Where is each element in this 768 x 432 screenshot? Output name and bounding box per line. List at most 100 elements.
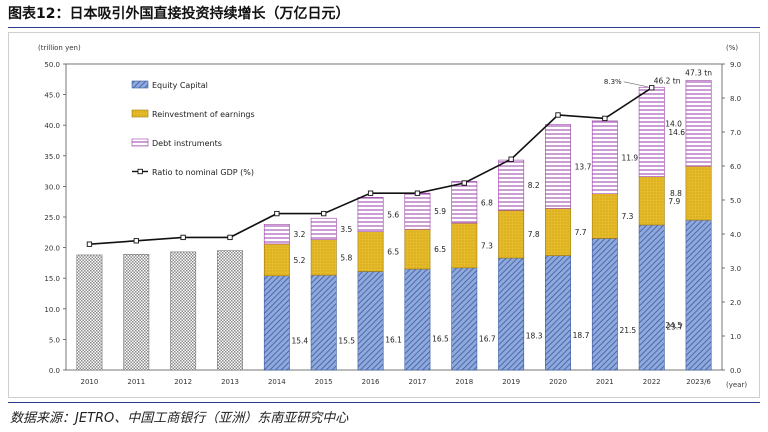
data-label: 5.2 bbox=[294, 256, 306, 265]
ratio-leader bbox=[623, 81, 648, 88]
x-tick-label: 2012 bbox=[174, 378, 192, 386]
x-tick-label: 2023/6 bbox=[686, 378, 711, 386]
data-label: 14.0 bbox=[665, 119, 682, 128]
bar-equity-capital bbox=[545, 255, 571, 371]
source-note: 数据来源：JETRO、中国工商银行（亚洲）东南亚研究中心 bbox=[10, 411, 349, 426]
bar-reinvestment-of-earnings bbox=[404, 228, 431, 270]
x-tick-label: 2014 bbox=[268, 378, 286, 386]
legend-label: Debt instruments bbox=[152, 139, 222, 148]
legend-label: Equity Capital bbox=[152, 81, 208, 90]
left-tick-label: 20.0 bbox=[44, 245, 60, 253]
data-label: 3.2 bbox=[294, 230, 306, 239]
chart-frame bbox=[8, 32, 760, 398]
x-tick-label: 2013 bbox=[221, 378, 239, 386]
x-tick-label: 2021 bbox=[596, 378, 614, 386]
left-tick-label: 40.0 bbox=[44, 122, 60, 130]
bar-total bbox=[123, 254, 150, 371]
left-tick-label: 50.0 bbox=[44, 61, 60, 69]
data-label: 8.8 bbox=[670, 189, 682, 198]
legend-swatch bbox=[131, 80, 149, 89]
right-tick-label: 0.0 bbox=[730, 367, 741, 375]
x-axis-unit: (year) bbox=[726, 381, 747, 389]
data-label: 7.8 bbox=[528, 230, 540, 239]
source-divider bbox=[8, 402, 760, 403]
total-label-2022: 46.2 tn bbox=[654, 76, 681, 85]
ratio-point bbox=[649, 85, 655, 91]
x-tick-label: 2010 bbox=[81, 378, 99, 386]
bar-reinvestment-of-earnings bbox=[357, 231, 384, 272]
data-label: 18.3 bbox=[526, 332, 543, 341]
ratio-point bbox=[321, 210, 327, 217]
data-label: 7.3 bbox=[481, 241, 493, 250]
bar-total bbox=[76, 254, 103, 371]
legend-swatch bbox=[131, 109, 149, 118]
right-tick-label: 8.0 bbox=[730, 95, 741, 103]
bar-reinvestment-of-earnings bbox=[685, 165, 712, 221]
ratio-point bbox=[414, 190, 421, 196]
bar-reinvestment-of-earnings bbox=[638, 176, 665, 226]
left-tick-label: 5.0 bbox=[49, 336, 60, 344]
bar-debt-instruments bbox=[310, 217, 337, 240]
bar-equity-capital bbox=[404, 268, 431, 371]
axes-layer: 0.0 5.0 10.0 15.0 20.0 25.0 30.0 35.0 40.0 45.0 50… bbox=[38, 44, 747, 389]
bar-total bbox=[170, 251, 197, 371]
ratio-point bbox=[133, 238, 139, 244]
right-tick-label: 2.0 bbox=[730, 299, 741, 307]
data-label: 15.5 bbox=[338, 336, 355, 345]
data-label: 13.7 bbox=[575, 163, 592, 172]
x-tick-label: 2016 bbox=[362, 378, 380, 386]
data-label: 24.5 bbox=[665, 321, 682, 330]
right-tick-label: 1.0 bbox=[730, 333, 741, 341]
bar-debt-instruments bbox=[638, 86, 665, 177]
data-label: 5.6 bbox=[387, 211, 399, 220]
data-label: 7.3 bbox=[622, 212, 634, 221]
left-tick-label: 10.0 bbox=[44, 306, 60, 314]
bar-reinvestment-of-earnings bbox=[498, 209, 525, 259]
labels-layer: 15.4 5.2 3.2 15.5 5.8 3.5 16.1 6.5 5.6 16.5 6.5 5.9… bbox=[292, 69, 713, 346]
total-label-2023: 47.3 tn bbox=[685, 69, 712, 78]
left-tick-label: 25.0 bbox=[44, 214, 60, 222]
ratio-point bbox=[602, 115, 608, 122]
legend-label: Ratio to nominal GDP (%) bbox=[152, 168, 254, 177]
data-label: 5.8 bbox=[340, 253, 352, 262]
data-label: 11.9 bbox=[622, 153, 639, 162]
x-tick-label: 2011 bbox=[127, 378, 145, 386]
ratio-point bbox=[86, 241, 93, 247]
x-tick-label: 2017 bbox=[409, 378, 427, 386]
data-label: 6.5 bbox=[434, 245, 446, 254]
bar-debt-instruments bbox=[685, 80, 712, 167]
bar-equity-capital bbox=[451, 267, 478, 371]
data-label: 7.9 bbox=[668, 197, 680, 206]
bar-debt-instruments bbox=[404, 192, 431, 230]
ratio-point bbox=[180, 234, 186, 241]
data-label: 21.5 bbox=[620, 326, 637, 335]
bar-debt-instruments bbox=[357, 197, 384, 232]
bar-equity-capital bbox=[263, 275, 290, 371]
data-label: 14.6 bbox=[668, 128, 685, 137]
x-tick-label: 2022 bbox=[643, 378, 661, 386]
data-label: 15.4 bbox=[292, 337, 309, 346]
bar-reinvestment-of-earnings bbox=[451, 222, 478, 269]
data-label: 3.5 bbox=[340, 225, 352, 234]
right-tick-label: 3.0 bbox=[730, 265, 741, 273]
ratio-point bbox=[274, 210, 280, 217]
legend-label: Reinvestment of earnings bbox=[152, 110, 255, 119]
bar-equity-capital bbox=[685, 219, 712, 371]
left-axis-title: (trillion yen) bbox=[38, 44, 81, 52]
data-label: 23.7 bbox=[666, 322, 683, 331]
bar-equity-capital bbox=[357, 271, 384, 371]
bars-layer bbox=[76, 80, 712, 371]
ratio-point bbox=[508, 156, 514, 162]
bar-equity-capital bbox=[638, 224, 665, 371]
ratio-point bbox=[367, 190, 374, 196]
bar-equity-capital bbox=[498, 257, 525, 371]
bar-equity-capital bbox=[310, 274, 337, 371]
left-tick-label: 0.0 bbox=[49, 367, 60, 375]
bar-equity-capital bbox=[591, 238, 618, 371]
legend-marker bbox=[137, 168, 143, 175]
bar-reinvestment-of-earnings bbox=[263, 243, 290, 277]
right-tick-label: 7.0 bbox=[730, 129, 741, 137]
bar-reinvestment-of-earnings bbox=[545, 208, 571, 256]
data-label: 8.2 bbox=[528, 181, 540, 190]
